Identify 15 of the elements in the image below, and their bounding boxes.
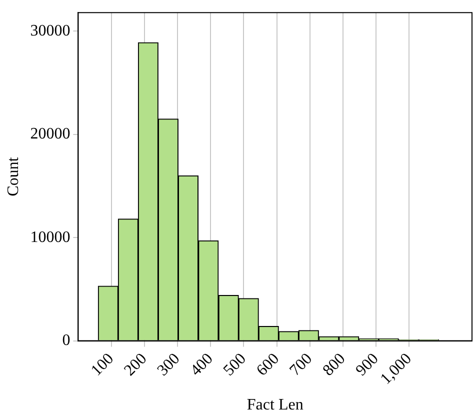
x-tick-label: 600	[254, 350, 283, 380]
y-tick-label: 30000	[30, 22, 70, 40]
y-tick-label: 0	[62, 332, 70, 349]
x-axis-title: Fact Len	[246, 396, 304, 414]
x-tick-label: 700	[286, 350, 316, 380]
y-tick-label: 20000	[30, 126, 70, 143]
x-tick-label: 500	[220, 350, 250, 380]
x-tick-label: 400	[187, 350, 216, 380]
x-tick-label: 300	[154, 350, 184, 380]
x-tick-label: 200	[121, 350, 150, 380]
y-tick-label: 10000	[30, 228, 70, 246]
y-axis-title: Count	[4, 156, 22, 196]
x-tick-label: 800	[320, 350, 349, 380]
x-tick-label: 900	[352, 350, 382, 380]
x-tick-label: 100	[88, 350, 118, 380]
